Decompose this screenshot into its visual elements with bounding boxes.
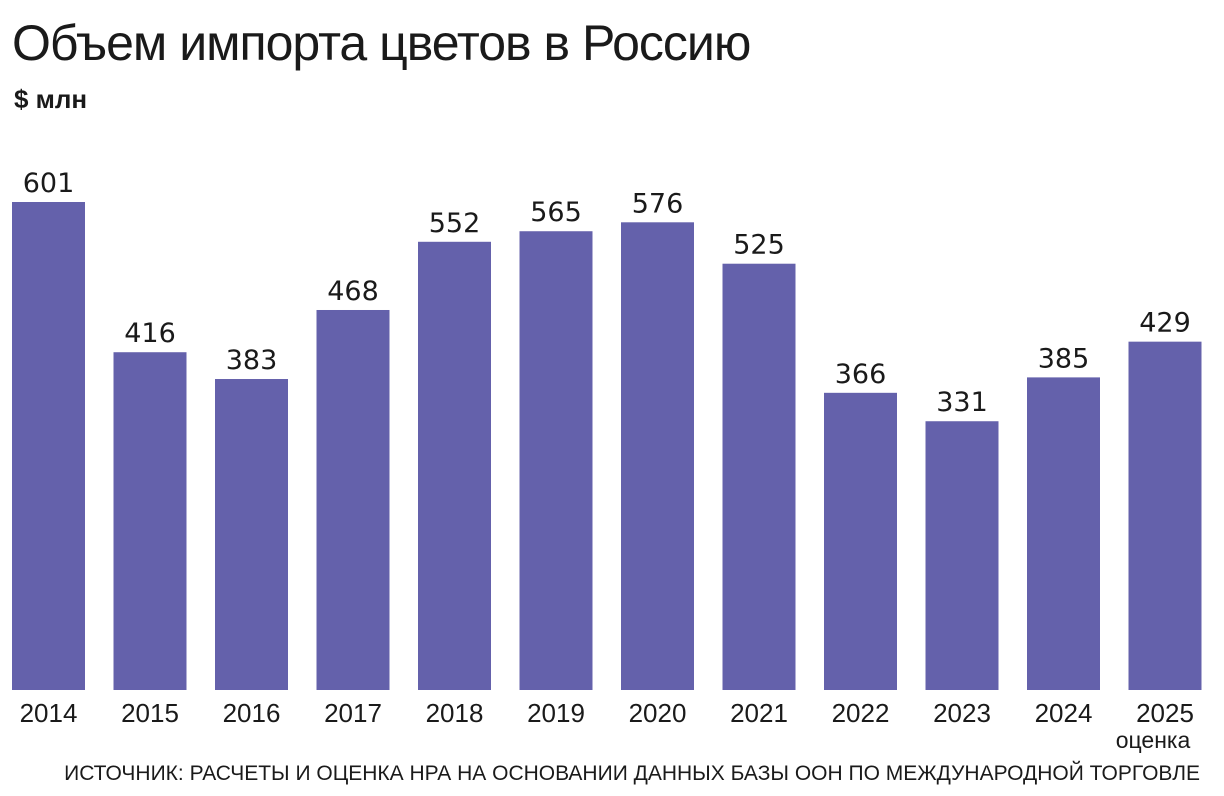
value-label-2015: 416 [124, 318, 176, 349]
value-label-2016: 383 [226, 345, 278, 376]
value-label-2023: 331 [936, 387, 988, 418]
year-label-2017: 2017 [324, 698, 382, 728]
estimate-note: оценка [1116, 727, 1191, 753]
value-label-2021: 525 [733, 230, 785, 261]
year-label-2018: 2018 [426, 698, 484, 728]
bar-2016 [215, 379, 288, 690]
value-label-2019: 565 [530, 197, 582, 228]
year-label-2021: 2021 [730, 698, 788, 728]
value-label-2024: 385 [1038, 343, 1090, 374]
value-label-2025: 429 [1139, 308, 1191, 339]
value-label-2020: 576 [632, 188, 684, 219]
bar-2020 [621, 222, 694, 690]
bar-2024 [1027, 377, 1100, 690]
year-label-2025: 2025 [1136, 698, 1194, 728]
year-label-2024: 2024 [1035, 698, 1093, 728]
value-label-2022: 366 [835, 359, 887, 390]
bar-2014 [12, 202, 85, 690]
year-label-2023: 2023 [933, 698, 991, 728]
bar-2023 [925, 421, 999, 690]
year-label-2022: 2022 [832, 698, 890, 728]
value-label-2017: 468 [327, 276, 379, 307]
value-label-2018: 552 [429, 208, 481, 239]
bar-2015 [113, 352, 187, 690]
year-label-2015: 2015 [121, 698, 179, 728]
y-axis-unit: $ млн [14, 84, 88, 114]
year-label-2019: 2019 [527, 698, 585, 728]
bar-2021 [722, 263, 796, 690]
year-label-2016: 2016 [223, 698, 281, 728]
bar-2025 [1128, 341, 1202, 690]
bar-2019 [519, 231, 593, 691]
bar-2022 [824, 392, 897, 690]
chart-title: Объем импорта цветов в Россию [12, 15, 751, 71]
year-label-2020: 2020 [629, 698, 687, 728]
bar-2017 [316, 309, 390, 690]
source-note: ИСТОЧНИК: РАСЧЕТЫ И ОЦЕНКА НРА НА ОСНОВА… [64, 762, 1200, 785]
year-label-2014: 2014 [20, 698, 78, 728]
bar-2018 [418, 241, 491, 690]
value-label-2014: 601 [23, 168, 75, 199]
